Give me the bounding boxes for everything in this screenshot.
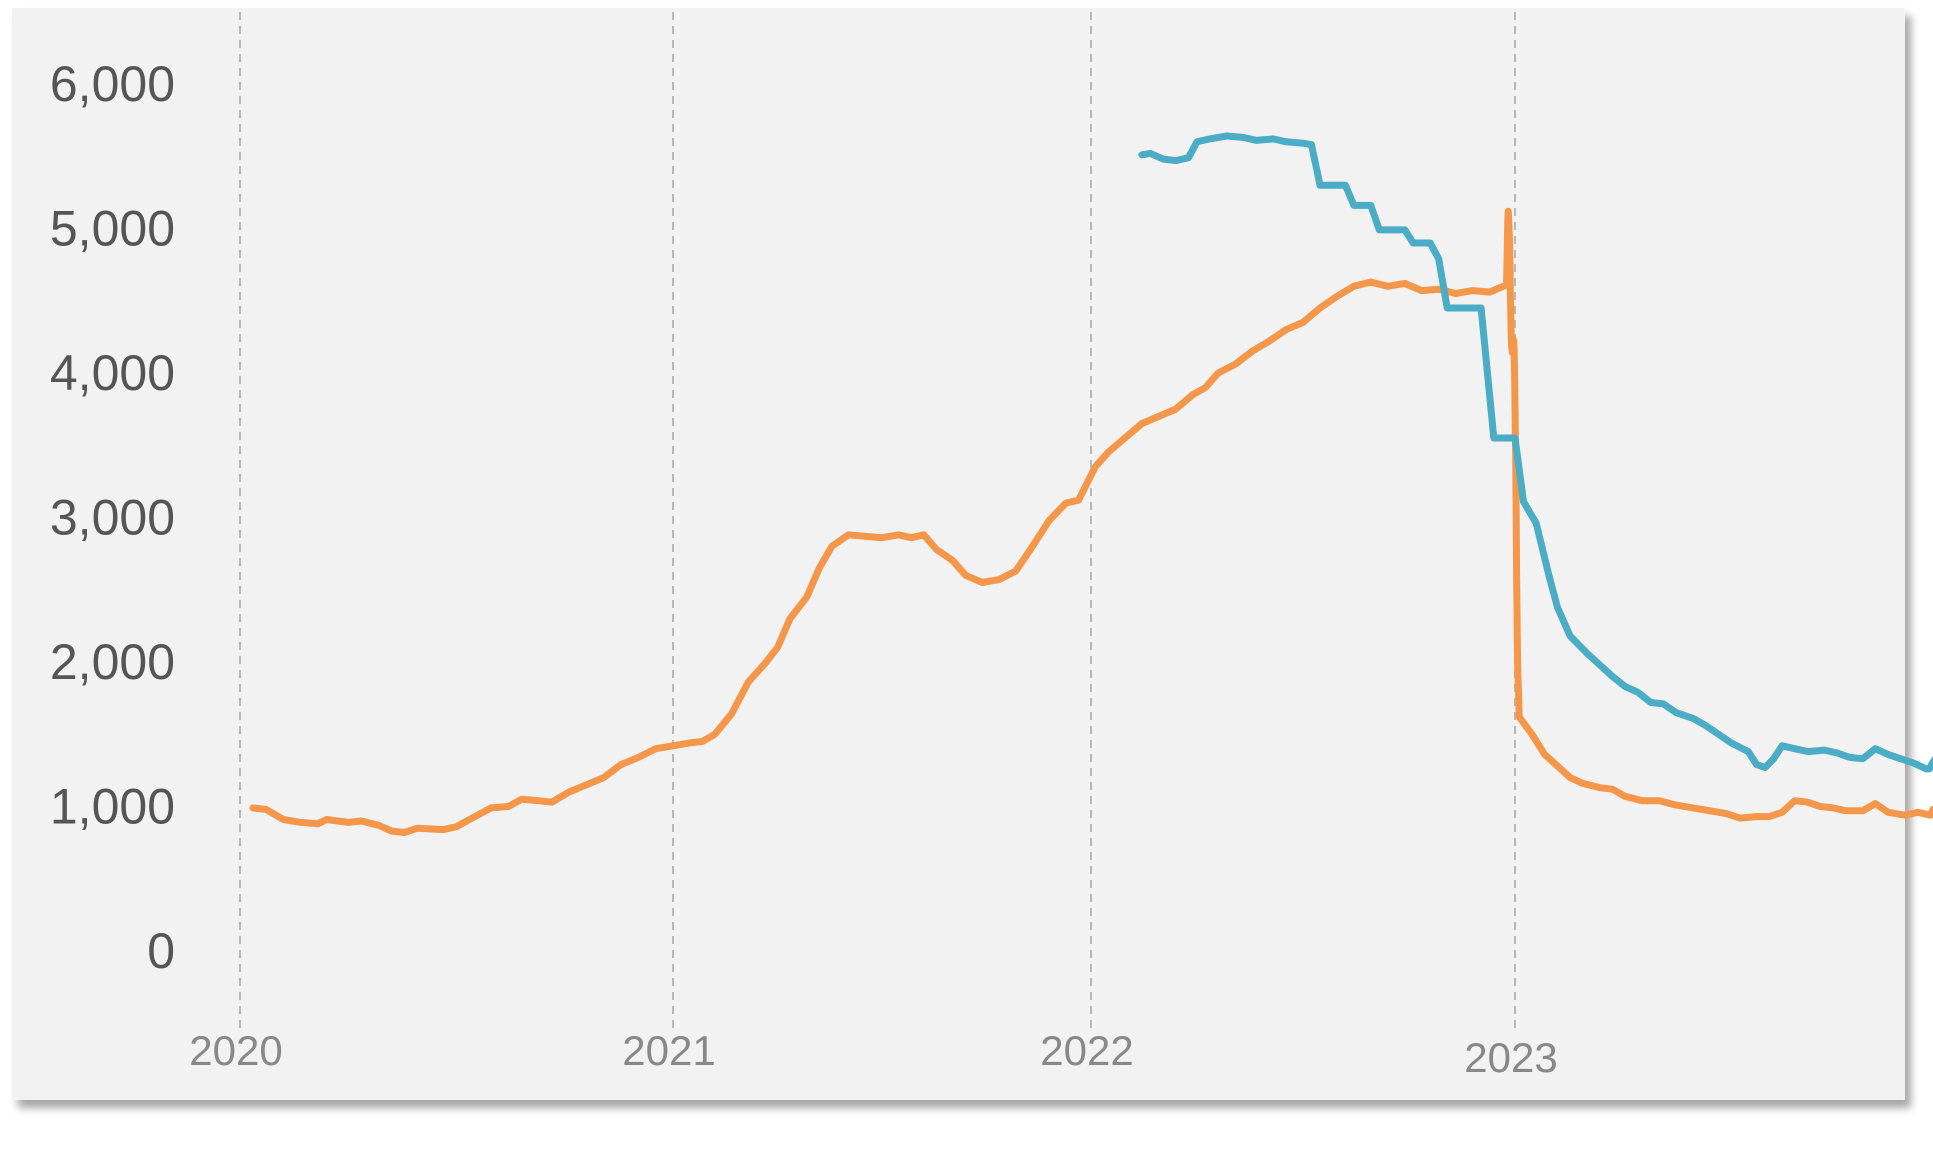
chart-card	[12, 8, 1905, 1100]
x-tick-label: 2023	[1464, 1034, 1557, 1081]
y-tick-label: 0	[147, 923, 175, 979]
x-tick-label: 2021	[622, 1027, 715, 1074]
x-tick-label: 2020	[189, 1027, 282, 1074]
y-axis-tick-labels: 0 1,000 2,000 3,000 4,000 5,000 6,000	[50, 56, 175, 979]
series-lines	[249, 132, 1933, 836]
y-tick-label: 1,000	[50, 779, 175, 835]
series-line-1	[249, 207, 1933, 836]
y-tick-label: 3,000	[50, 490, 175, 546]
y-tick-label: 2,000	[50, 634, 175, 690]
x-tick-label: 2022	[1040, 1027, 1133, 1074]
gridlines	[239, 12, 1516, 1030]
y-tick-label: 5,000	[50, 201, 175, 257]
x-axis-tick-labels: 2020 2021 2022 2023	[189, 1027, 1557, 1081]
y-tick-label: 6,000	[50, 56, 175, 112]
series-line-2	[1138, 132, 1933, 773]
y-tick-label: 4,000	[50, 345, 175, 401]
